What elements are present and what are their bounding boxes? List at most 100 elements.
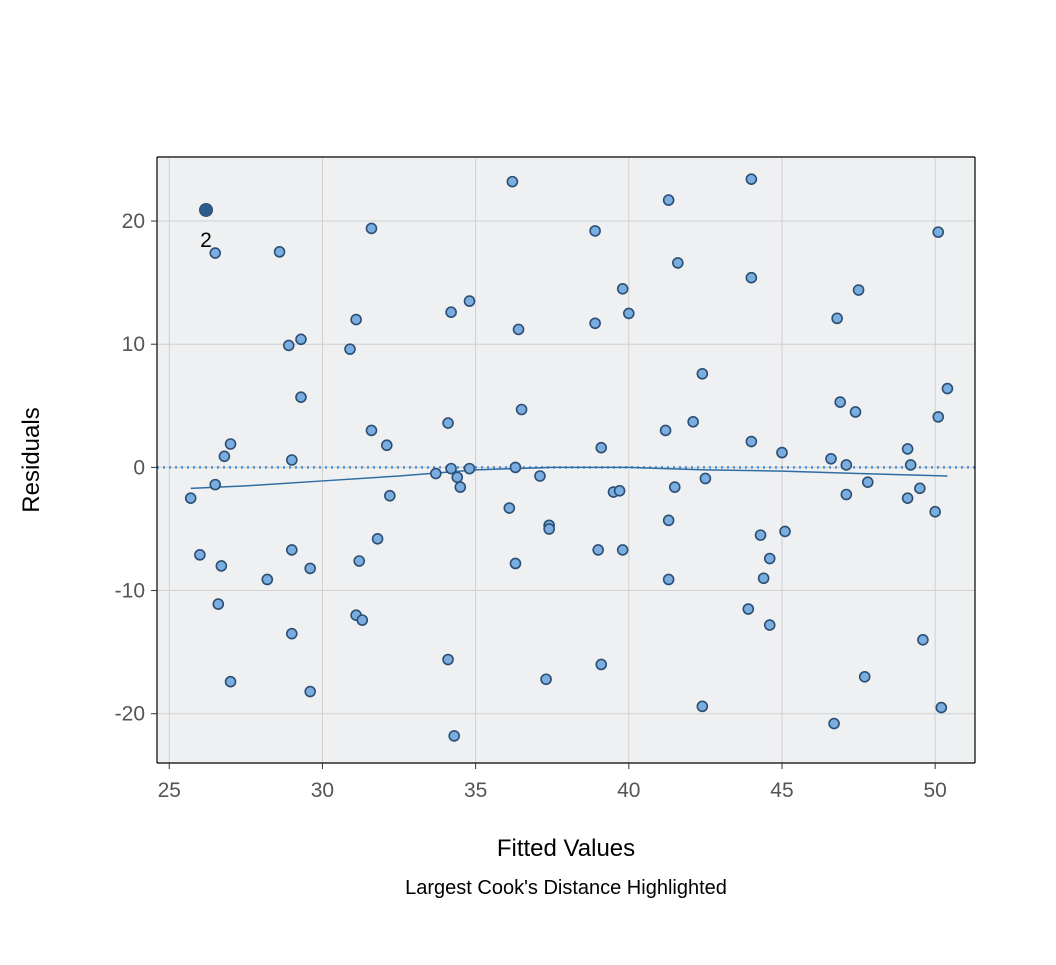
- data-point: [742, 603, 755, 615]
- data-point: [365, 424, 378, 437]
- x-tick-label: 45: [770, 779, 793, 802]
- y-tick-label: -10: [115, 580, 145, 603]
- data-point: [840, 459, 853, 471]
- data-point: [384, 489, 396, 502]
- data-point: [515, 403, 528, 416]
- data-point: [442, 417, 454, 429]
- data-point: [442, 653, 454, 666]
- data-point: [184, 492, 197, 504]
- data-point: [917, 634, 929, 646]
- data-point: [295, 333, 307, 346]
- data-point: [371, 533, 384, 545]
- x-tick-label: 30: [311, 779, 334, 802]
- data-point: [825, 452, 837, 465]
- data-point: [589, 317, 601, 330]
- data-point: [506, 175, 519, 188]
- data-point: [935, 701, 948, 714]
- data-point: [380, 439, 393, 452]
- data-point: [304, 685, 316, 698]
- data-point: [540, 673, 552, 686]
- data-point: [858, 670, 871, 683]
- data-point: [696, 700, 709, 713]
- data-point: [218, 450, 231, 463]
- data-point: [904, 459, 917, 471]
- data-point: [589, 225, 601, 237]
- data-point: [616, 544, 629, 556]
- y-tick-label: -20: [115, 703, 145, 726]
- data-point: [668, 481, 681, 493]
- data-point: [429, 467, 442, 480]
- data-point: [932, 226, 945, 238]
- data-points: [184, 173, 954, 742]
- data-point: [304, 562, 316, 575]
- data-point: [209, 247, 222, 259]
- data-point: [448, 730, 460, 742]
- data-point: [344, 343, 356, 355]
- data-point: [623, 307, 635, 320]
- data-point: [745, 271, 758, 284]
- data-point: [699, 472, 712, 485]
- data-point: [745, 435, 758, 448]
- data-point: [852, 284, 865, 296]
- data-point: [861, 476, 874, 488]
- data-point: [215, 560, 228, 572]
- data-point: [595, 441, 608, 454]
- data-point: [212, 598, 225, 610]
- highlighted-point: [199, 202, 214, 217]
- y-tick-label: 10: [122, 333, 145, 356]
- data-point: [451, 471, 464, 484]
- data-point: [286, 454, 298, 466]
- data-point: [509, 557, 522, 570]
- data-point: [353, 555, 366, 567]
- data-point: [672, 257, 684, 269]
- data-point: [224, 438, 237, 450]
- data-point: [543, 523, 555, 535]
- data-point: [295, 391, 307, 403]
- highlighted-point-label: 2: [200, 229, 212, 252]
- smooth-trend-line: [190, 466, 948, 490]
- data-point: [779, 525, 791, 538]
- data-point: [592, 544, 604, 556]
- data-point: [914, 482, 926, 495]
- y-tick-label: 0: [133, 456, 145, 479]
- data-point: [365, 222, 378, 235]
- data-point: [209, 478, 222, 491]
- data-point: [763, 552, 776, 565]
- data-point: [659, 424, 672, 437]
- data-point: [901, 492, 914, 504]
- data-point: [534, 470, 546, 482]
- data-point: [454, 481, 467, 493]
- data-point: [445, 306, 457, 318]
- data-point: [757, 572, 770, 585]
- data-point: [687, 416, 699, 428]
- axes: [151, 156, 976, 769]
- data-point: [828, 717, 840, 730]
- data-point: [662, 194, 675, 206]
- x-tick-label: 25: [158, 779, 181, 802]
- data-point: [763, 619, 776, 631]
- data-point: [261, 573, 274, 586]
- data-point: [350, 313, 362, 326]
- data-point: [662, 514, 675, 527]
- data-point: [929, 505, 941, 518]
- data-point: [512, 323, 525, 336]
- data-point: [286, 544, 298, 556]
- data-point: [834, 396, 846, 408]
- x-tick-label: 40: [617, 779, 640, 802]
- data-point: [463, 295, 476, 307]
- data-point: [745, 173, 758, 185]
- data-point: [616, 282, 629, 295]
- data-point: [901, 443, 914, 455]
- data-point: [273, 246, 286, 258]
- x-tick-label: 35: [464, 779, 487, 802]
- data-point: [509, 461, 522, 474]
- data-point: [595, 658, 608, 671]
- tick-labels: 25 30 35 40 45 50 -20 -10 0 10 20: [115, 210, 947, 802]
- data-point: [224, 675, 237, 688]
- data-point: [831, 312, 843, 325]
- data-point: [849, 406, 862, 418]
- y-axis-title: Residuals: [18, 407, 45, 512]
- data-point: [445, 462, 457, 475]
